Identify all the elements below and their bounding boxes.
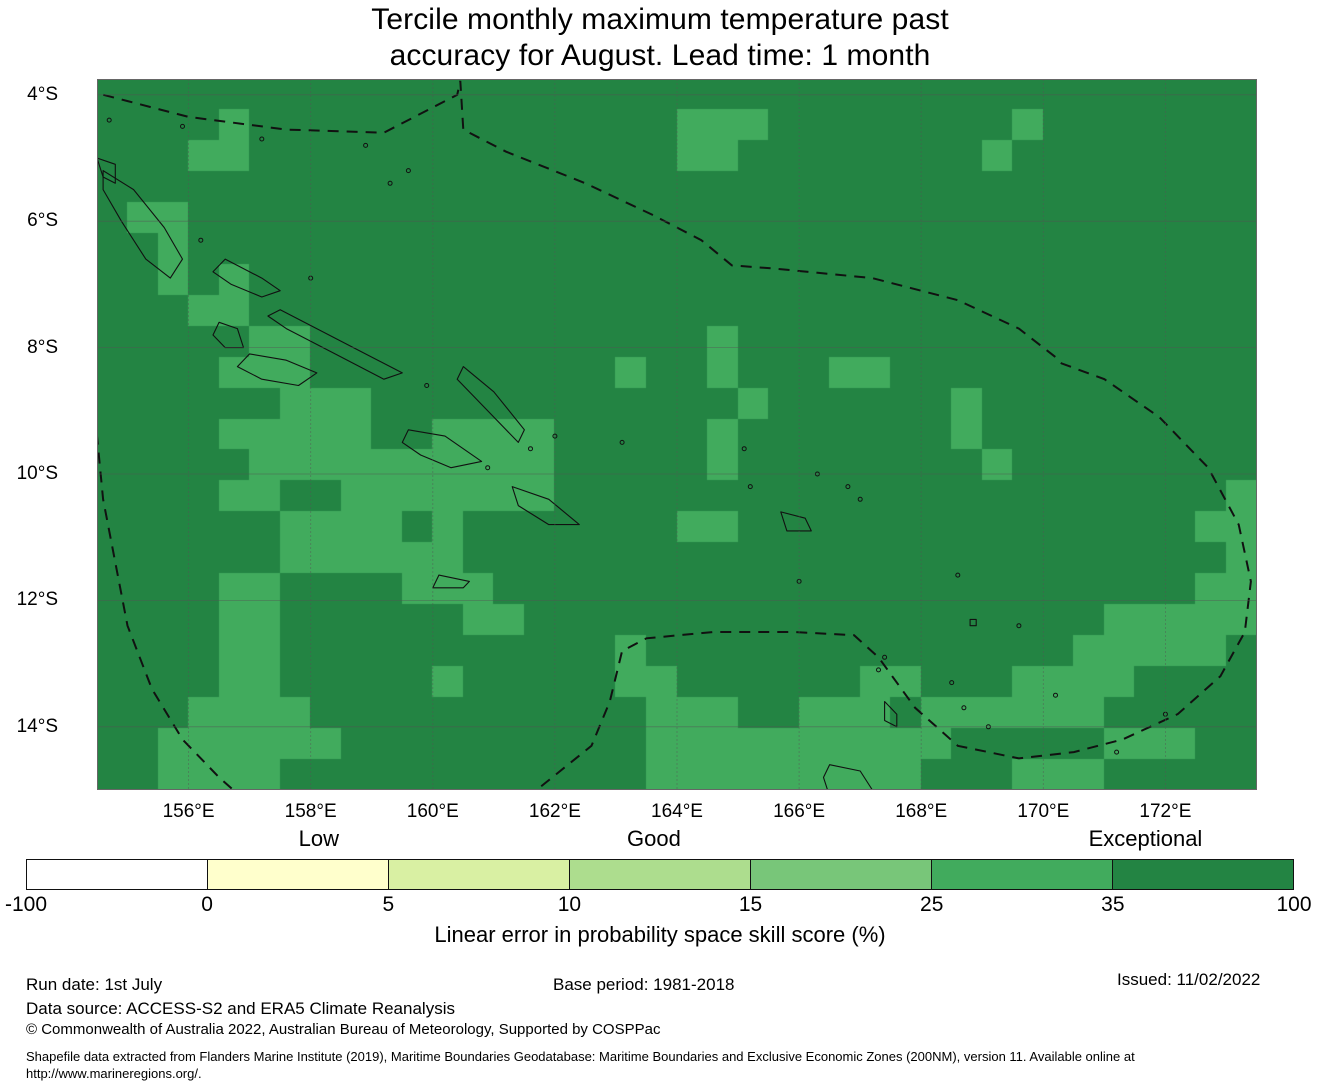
longitude-tick-label: 172°E bbox=[1139, 801, 1192, 822]
longitude-tick-label: 170°E bbox=[1017, 801, 1070, 822]
colorbar-segment bbox=[569, 860, 750, 889]
longitude-tick-label: 162°E bbox=[528, 801, 581, 822]
longitude-tick-label: 166°E bbox=[773, 801, 826, 822]
latitude-tick-label: 8°S bbox=[27, 336, 58, 358]
colorbar-tick-label: 10 bbox=[557, 893, 582, 916]
colorbar bbox=[26, 859, 1294, 890]
colorbar-category-label: Exceptional bbox=[1088, 826, 1203, 851]
colorbar-tick-label: 5 bbox=[382, 893, 395, 916]
latitude-tick-label: 12°S bbox=[16, 589, 58, 611]
colorbar-segment bbox=[207, 860, 388, 889]
colorbar-segment bbox=[1112, 860, 1293, 889]
latitude-tick-label: 6°S bbox=[27, 210, 58, 232]
colorbar-segment bbox=[750, 860, 931, 889]
colorbar-tick-label: 35 bbox=[1101, 893, 1125, 916]
shapefile-text-line2: http://www.marineregions.org/. bbox=[26, 1066, 202, 1081]
colorbar-category-label: Good bbox=[627, 826, 681, 851]
latitude-tick-label: 10°S bbox=[16, 463, 58, 484]
longitude-tick-label: 164°E bbox=[651, 801, 703, 822]
base-period-text: Base period: 1981-2018 bbox=[553, 975, 735, 994]
longitude-tick-label: 158°E bbox=[284, 801, 337, 822]
page-title-line2: accuracy for August. Lead time: 1 month bbox=[389, 39, 931, 72]
colorbar-wrap bbox=[26, 859, 1294, 890]
plot-frame bbox=[97, 79, 1257, 790]
map-plot-area bbox=[97, 79, 1257, 790]
copyright-text: © Commonwealth of Australia 2022, Austra… bbox=[26, 1021, 661, 1038]
colorbar-tick-label: -100 bbox=[4, 893, 48, 916]
latitude-tick-label: 14°S bbox=[16, 715, 58, 737]
shapefile-text-line1: Shapefile data extracted from Flanders M… bbox=[26, 1049, 1135, 1064]
colorbar-tick-label: 15 bbox=[738, 893, 763, 916]
latitude-tick-label: 4°S bbox=[27, 83, 58, 105]
run-date-text: Run date: 1st July bbox=[26, 975, 163, 994]
colorbar-tick-labels: -100 0 5 10 15 25 35 100 bbox=[0, 893, 1320, 919]
colorbar-category-labels: Low Good Exceptional bbox=[0, 826, 1320, 856]
data-source-text: Data source: ACCESS-S2 and ERA5 Climate … bbox=[26, 999, 455, 1018]
longitude-tick-label: 168°E bbox=[895, 801, 948, 822]
footer: Run date: 1st July Base period: 1981-201… bbox=[0, 968, 1320, 1081]
page-title-line1: Tercile monthly maximum temperature past bbox=[371, 3, 949, 36]
issued-date-text: Issued: 11/02/2022 bbox=[1117, 970, 1261, 989]
colorbar-segment bbox=[388, 860, 569, 889]
colorbar-segment bbox=[931, 860, 1112, 889]
colorbar-tick-label: 25 bbox=[920, 893, 944, 916]
colorbar-tick-label: 100 bbox=[1276, 893, 1312, 916]
longitude-tick-label: 156°E bbox=[162, 801, 215, 822]
colorbar-segment bbox=[27, 860, 207, 889]
page-title: Tercile monthly maximum temperature past… bbox=[0, 2, 1320, 74]
colorbar-tick-label: 0 bbox=[201, 893, 213, 916]
colorbar-axis-label: Linear error in probability space skill … bbox=[434, 922, 886, 947]
colorbar-category-label: Low bbox=[298, 826, 339, 851]
longitude-tick-label: 160°E bbox=[406, 801, 459, 822]
